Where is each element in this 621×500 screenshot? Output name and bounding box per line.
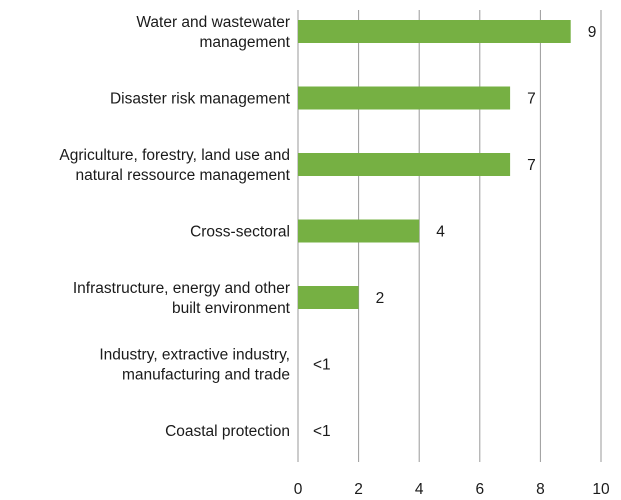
data-label: 2 — [376, 290, 385, 307]
x-tick-label: 10 — [592, 481, 610, 498]
category-label: Agriculture, forestry, land use and — [59, 147, 290, 164]
x-tick-label: 8 — [536, 481, 545, 498]
data-labels: 9 7 7 4 2 <1 <1 — [313, 24, 596, 440]
category-label: Industry, extractive industry, — [99, 347, 290, 364]
bar — [298, 86, 511, 110]
data-label: 7 — [527, 157, 536, 174]
data-label: 4 — [436, 224, 445, 241]
data-label: <1 — [313, 423, 331, 440]
data-label: 9 — [588, 24, 597, 41]
x-tick-label: 2 — [354, 481, 363, 498]
category-label: built environment — [172, 300, 291, 317]
category-label: natural ressource management — [75, 167, 290, 184]
bar — [298, 20, 571, 43]
x-tick-label: 6 — [475, 481, 484, 498]
category-label: Infrastructure, energy and other — [73, 280, 290, 297]
category-label: Coastal protection — [165, 423, 290, 440]
category-label: manufacturing and trade — [122, 367, 290, 384]
data-label: <1 — [313, 357, 331, 374]
category-labels: Water and wastewater management Disaster r… — [59, 14, 290, 440]
x-axis-tick-labels: 0 2 4 6 8 10 — [294, 481, 610, 498]
data-label: 7 — [527, 91, 536, 108]
bars — [298, 20, 571, 309]
x-tick-label: 0 — [294, 481, 303, 498]
bar — [298, 153, 511, 176]
category-label: Cross-sectoral — [190, 224, 290, 241]
x-tick-label: 4 — [415, 481, 424, 498]
category-label: Water and wastewater — [136, 14, 290, 31]
bar — [298, 219, 420, 243]
category-label: Disaster risk management — [110, 91, 291, 108]
bar — [298, 286, 359, 309]
category-label: management — [200, 34, 291, 51]
